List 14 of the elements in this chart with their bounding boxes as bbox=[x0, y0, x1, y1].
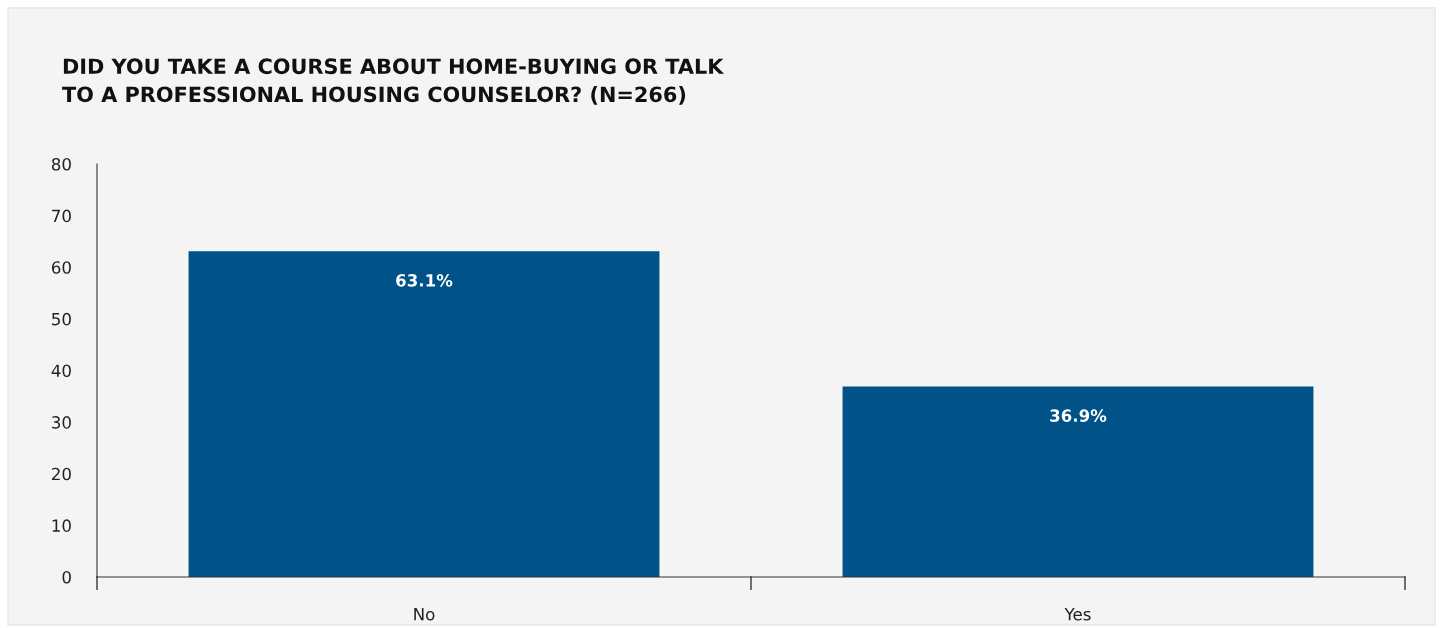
x-tick-label: Yes bbox=[1064, 608, 1091, 621]
data-label: 63.1% bbox=[396, 274, 453, 287]
data-label: 36.9% bbox=[1050, 409, 1107, 422]
y-tick-label: 50 bbox=[52, 312, 71, 326]
y-tick-label: 30 bbox=[52, 416, 71, 429]
y-tick-label: 10 bbox=[52, 519, 71, 532]
y-tick-label: 60 bbox=[51, 261, 71, 274]
y-tick-label: 0 bbox=[62, 570, 71, 584]
y-tick-label: 80 bbox=[51, 157, 71, 171]
y-tick-label: 20 bbox=[52, 467, 71, 481]
y-tick-label: 70 bbox=[52, 209, 71, 223]
y-tick-label: 40 bbox=[51, 364, 71, 378]
x-tick-label: No bbox=[414, 608, 435, 621]
chart-title: DID YOU TAKE A COURSE ABOUT HOME-BUYING OR TALK TO A PROFESSIONAL HOUSING COUNSELOR? (N=266) bbox=[62, 58, 725, 105]
